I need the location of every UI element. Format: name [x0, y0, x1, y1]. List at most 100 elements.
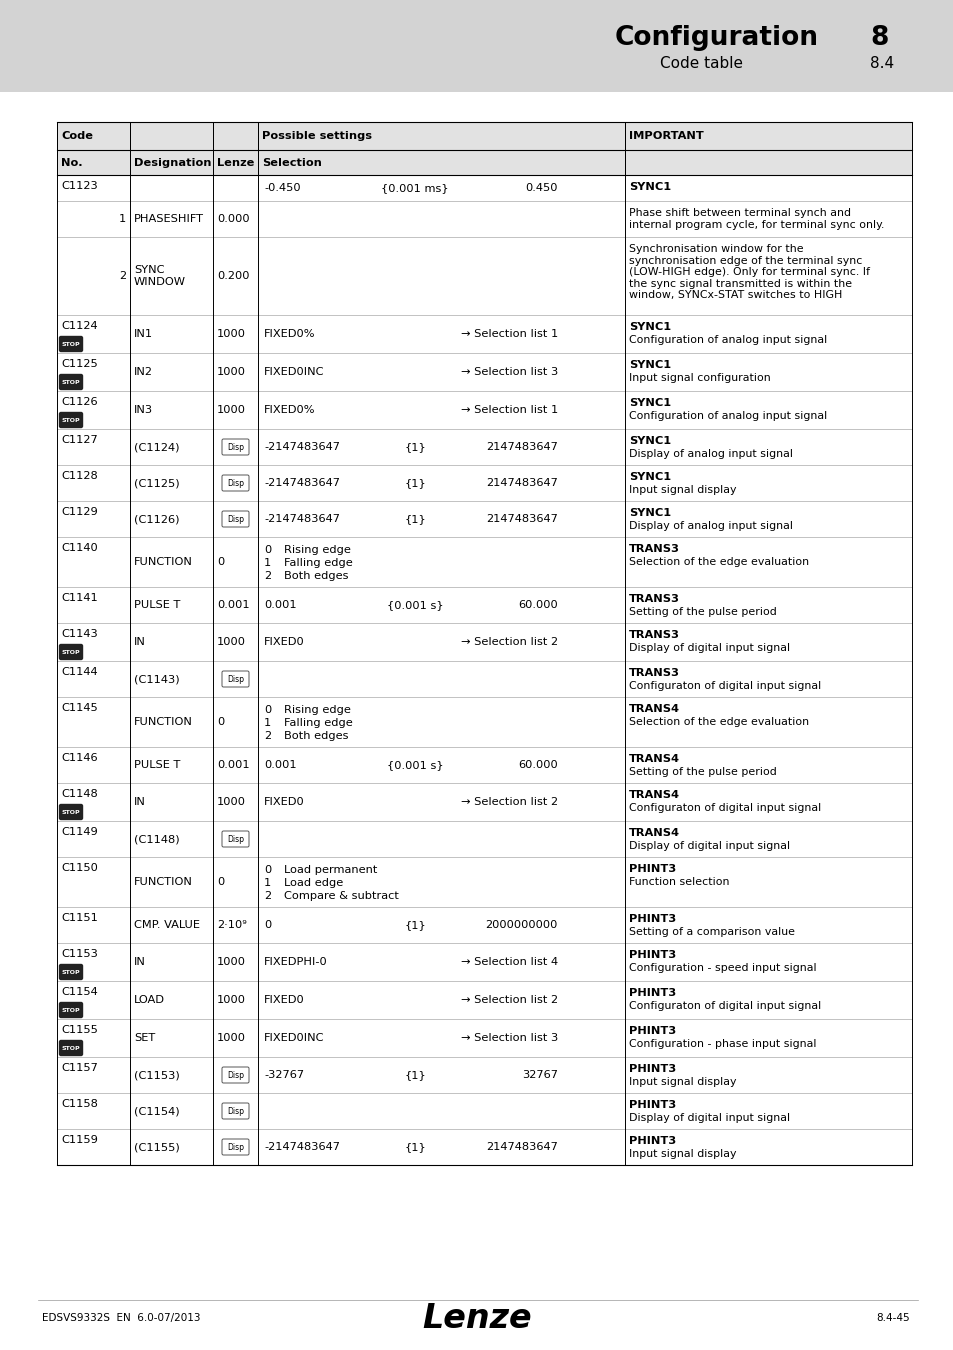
- Text: → Selection list 3: → Selection list 3: [460, 1033, 558, 1044]
- Bar: [57, 783, 911, 821]
- Text: 0: 0: [216, 717, 224, 728]
- Text: -32767: -32767: [264, 1071, 304, 1080]
- Text: FUNCTION: FUNCTION: [133, 878, 193, 887]
- Text: → Selection list 3: → Selection list 3: [460, 367, 558, 377]
- Text: (C1153): (C1153): [133, 1071, 179, 1080]
- Text: PHINT3: PHINT3: [628, 950, 676, 960]
- Text: Falling edge: Falling edge: [284, 718, 353, 728]
- Text: Disp: Disp: [227, 675, 244, 683]
- Text: TRANS4: TRANS4: [628, 703, 679, 714]
- Bar: [57, 464, 911, 501]
- Text: C1157: C1157: [61, 1062, 98, 1073]
- Bar: [57, 352, 911, 392]
- Text: STOP: STOP: [62, 342, 80, 347]
- Text: SYNC1: SYNC1: [628, 182, 670, 192]
- Text: 1000: 1000: [216, 405, 246, 414]
- Text: Synchronisation window for the
synchronisation edge of the terminal sync
(LOW-HI: Synchronisation window for the synchroni…: [628, 244, 869, 301]
- Text: FIXED0%: FIXED0%: [264, 405, 315, 414]
- Bar: [57, 315, 911, 352]
- Text: IMPORTANT: IMPORTANT: [628, 131, 703, 140]
- Text: C1150: C1150: [61, 863, 98, 873]
- Text: PHINT3: PHINT3: [628, 914, 676, 923]
- Text: 1: 1: [264, 878, 271, 888]
- Bar: [57, 857, 911, 907]
- Text: 0: 0: [264, 865, 271, 875]
- Text: 1000: 1000: [216, 1033, 246, 1044]
- Text: → Selection list 1: → Selection list 1: [460, 329, 558, 339]
- FancyBboxPatch shape: [59, 964, 82, 980]
- Text: PHASESHIFT: PHASESHIFT: [133, 215, 204, 224]
- Text: Disp: Disp: [227, 834, 244, 844]
- Text: C1143: C1143: [61, 629, 97, 639]
- Text: Display of digital input signal: Display of digital input signal: [628, 643, 789, 653]
- Text: C1159: C1159: [61, 1135, 98, 1145]
- Bar: [57, 1129, 911, 1165]
- Bar: [57, 238, 911, 315]
- Text: FIXED0%: FIXED0%: [264, 329, 315, 339]
- FancyBboxPatch shape: [222, 1139, 249, 1156]
- Text: Display of analog input signal: Display of analog input signal: [628, 521, 792, 531]
- Text: Disp: Disp: [227, 443, 244, 451]
- Text: 0.001: 0.001: [264, 760, 296, 770]
- Text: Load permanent: Load permanent: [284, 865, 377, 875]
- Text: 60.000: 60.000: [517, 760, 558, 770]
- Text: -2147483647: -2147483647: [264, 441, 339, 452]
- Bar: [57, 697, 911, 747]
- Text: No.: No.: [61, 158, 83, 167]
- Text: {1}: {1}: [404, 1071, 425, 1080]
- Text: 0: 0: [264, 919, 271, 930]
- Text: C1127: C1127: [61, 435, 97, 446]
- Text: FUNCTION: FUNCTION: [133, 717, 193, 728]
- FancyBboxPatch shape: [59, 413, 82, 428]
- Text: SYNC1: SYNC1: [628, 436, 670, 446]
- Text: (C1155): (C1155): [133, 1142, 179, 1152]
- Text: 0.001: 0.001: [216, 760, 250, 770]
- Text: C1146: C1146: [61, 753, 97, 763]
- Text: 0: 0: [216, 878, 224, 887]
- Text: Input signal configuration: Input signal configuration: [628, 373, 770, 383]
- Text: (C1125): (C1125): [133, 478, 179, 487]
- Text: C1153: C1153: [61, 949, 98, 958]
- Text: 1: 1: [264, 558, 271, 568]
- Text: Disp: Disp: [227, 1107, 244, 1115]
- Text: 0.450: 0.450: [525, 184, 558, 193]
- Text: Configuration: Configuration: [615, 26, 818, 51]
- Text: Configuration of analog input signal: Configuration of analog input signal: [628, 410, 826, 421]
- Text: 1000: 1000: [216, 957, 246, 967]
- Text: Setting of the pulse period: Setting of the pulse period: [628, 608, 776, 617]
- Text: {0.001 s}: {0.001 s}: [386, 760, 443, 770]
- Text: → Selection list 1: → Selection list 1: [460, 405, 558, 414]
- Text: SYNC1: SYNC1: [628, 360, 670, 370]
- Text: STOP: STOP: [62, 810, 80, 814]
- Text: FIXEDPHI-0: FIXEDPHI-0: [264, 957, 328, 967]
- Text: 1000: 1000: [216, 995, 246, 1004]
- Bar: [57, 662, 911, 697]
- Text: -2147483647: -2147483647: [264, 478, 339, 487]
- FancyBboxPatch shape: [222, 1066, 249, 1083]
- Bar: [57, 944, 911, 981]
- Text: {0.001 ms}: {0.001 ms}: [381, 184, 448, 193]
- Text: Designation: Designation: [133, 158, 212, 167]
- Text: -2147483647: -2147483647: [264, 514, 339, 524]
- Text: STOP: STOP: [62, 417, 80, 423]
- Bar: [57, 201, 911, 238]
- Text: Configuraton of digital input signal: Configuraton of digital input signal: [628, 1000, 821, 1011]
- Text: 0.001: 0.001: [216, 599, 250, 610]
- Text: {1}: {1}: [404, 478, 425, 487]
- Bar: [57, 501, 911, 537]
- Text: 32767: 32767: [521, 1071, 558, 1080]
- Text: 0.200: 0.200: [216, 271, 250, 281]
- FancyBboxPatch shape: [59, 1041, 82, 1056]
- Text: Configuration - phase input signal: Configuration - phase input signal: [628, 1040, 816, 1049]
- Text: C1158: C1158: [61, 1099, 98, 1108]
- Text: FIXED0INC: FIXED0INC: [264, 367, 324, 377]
- Text: FIXED0: FIXED0: [264, 796, 304, 807]
- FancyBboxPatch shape: [59, 1003, 82, 1018]
- Text: 1: 1: [264, 718, 271, 728]
- Text: Compare & subtract: Compare & subtract: [284, 891, 398, 900]
- Text: Disp: Disp: [227, 1142, 244, 1152]
- Text: C1125: C1125: [61, 359, 97, 369]
- Text: C1149: C1149: [61, 828, 97, 837]
- Text: 8.4-45: 8.4-45: [876, 1314, 909, 1323]
- Text: {1}: {1}: [404, 441, 425, 452]
